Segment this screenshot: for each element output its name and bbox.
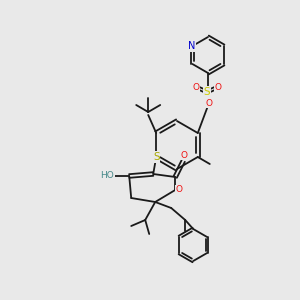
- Text: O: O: [176, 185, 183, 194]
- Text: O: O: [206, 98, 212, 107]
- Text: O: O: [181, 151, 188, 160]
- Text: HO: HO: [100, 172, 114, 181]
- Text: S: S: [153, 152, 160, 162]
- Text: O: O: [214, 82, 221, 91]
- Text: N: N: [188, 41, 195, 51]
- Text: S: S: [204, 87, 210, 97]
- Text: O: O: [193, 82, 200, 91]
